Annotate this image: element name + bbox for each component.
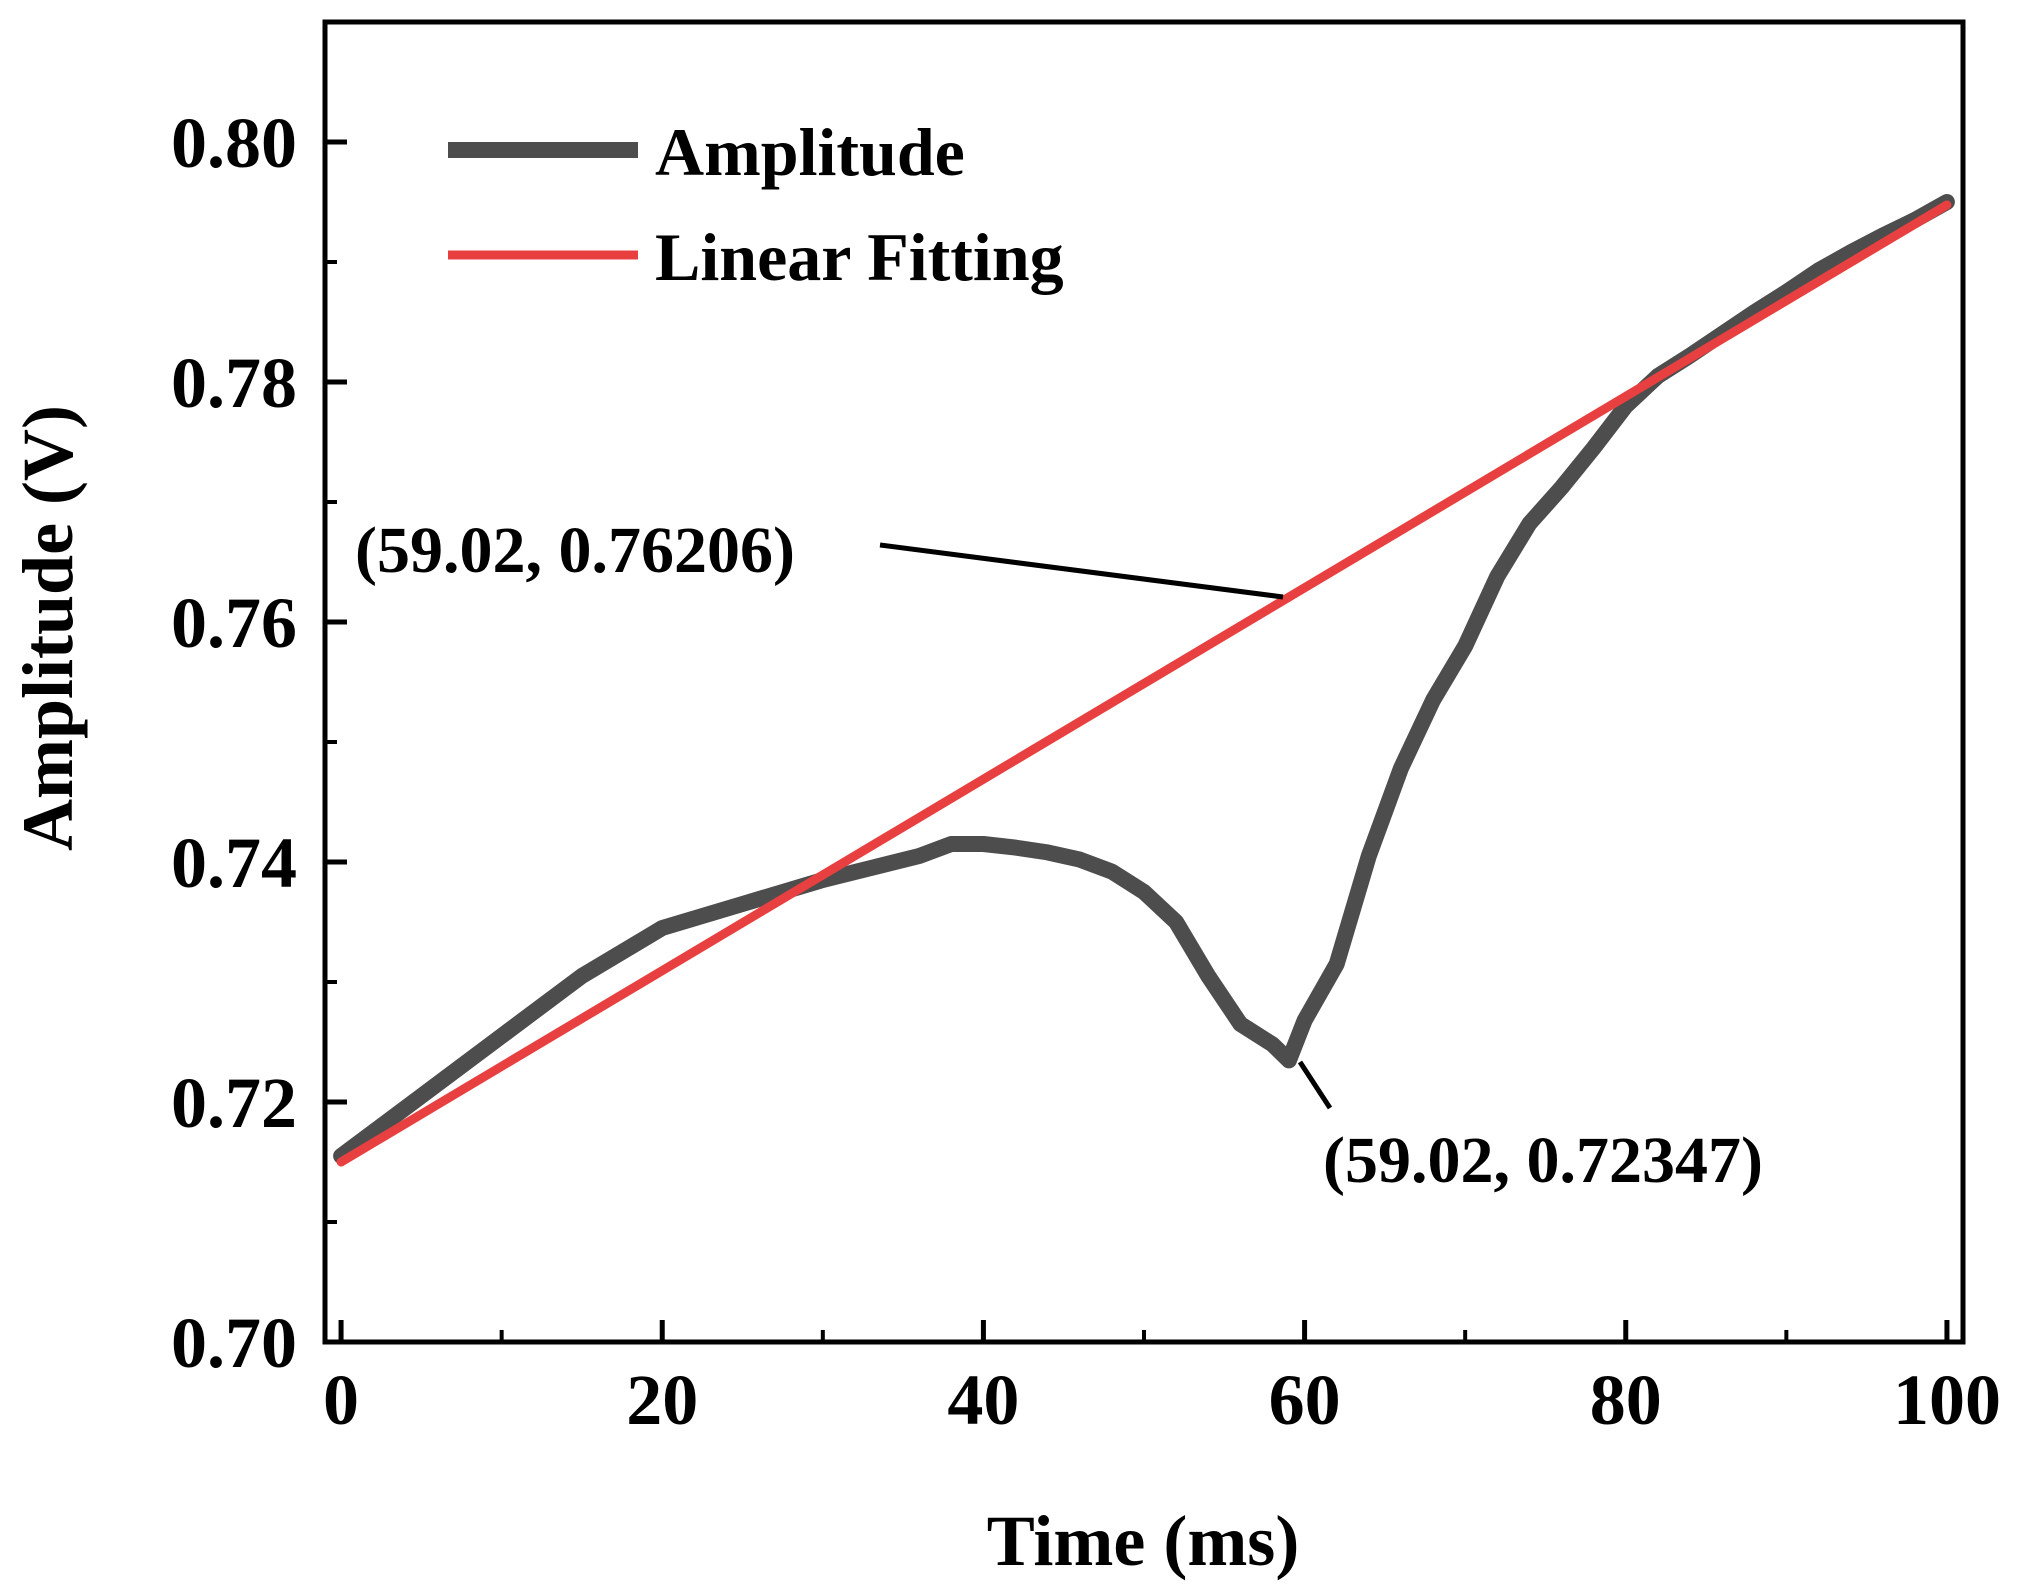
y-tick-label: 0.78 — [171, 343, 297, 423]
x-tick-label: 80 — [1590, 1360, 1662, 1440]
annotation-min-point: (59.02, 0.72347) — [1323, 1124, 1763, 1197]
data-layer — [333, 194, 1955, 1167]
y-axis-title: Amplitude (V) — [8, 405, 88, 851]
y-tick-label: 0.80 — [171, 103, 297, 183]
x-tick-label: 20 — [626, 1360, 698, 1440]
y-tick-label: 0.74 — [171, 823, 297, 903]
legend-label-linear-fitting: Linear Fitting — [655, 219, 1064, 295]
series-line-linear-fitting — [336, 200, 1952, 1167]
y-tick-label: 0.76 — [171, 583, 297, 663]
annotation-fit-point: (59.02, 0.76206) — [355, 514, 795, 587]
annotations: (59.02, 0.76206) (59.02, 0.72347) — [355, 514, 1763, 1197]
x-tick-label: 100 — [1893, 1360, 2001, 1440]
annotation-leader-fit-point — [879, 542, 1284, 600]
y-tick-label: 0.70 — [171, 1303, 297, 1383]
legend-label-amplitude: Amplitude — [655, 114, 965, 190]
x-tick-label: 60 — [1269, 1360, 1341, 1440]
series-line-amplitude — [333, 194, 1955, 1164]
x-axis-title: Time (ms) — [987, 1501, 1300, 1581]
axes-layer — [322, 19, 1966, 1345]
y-tick-label: 0.72 — [171, 1063, 297, 1143]
legend: Amplitude Linear Fitting — [448, 114, 1064, 295]
x-tick-label: 0 — [323, 1360, 359, 1440]
annotation-leader-min-point — [1297, 1060, 1333, 1110]
x-tick-label: 40 — [947, 1360, 1019, 1440]
label-layer: 0 20 40 60 80 100 0.70 0.72 0.74 0.76 0.78 0.80 — [171, 103, 2001, 1440]
